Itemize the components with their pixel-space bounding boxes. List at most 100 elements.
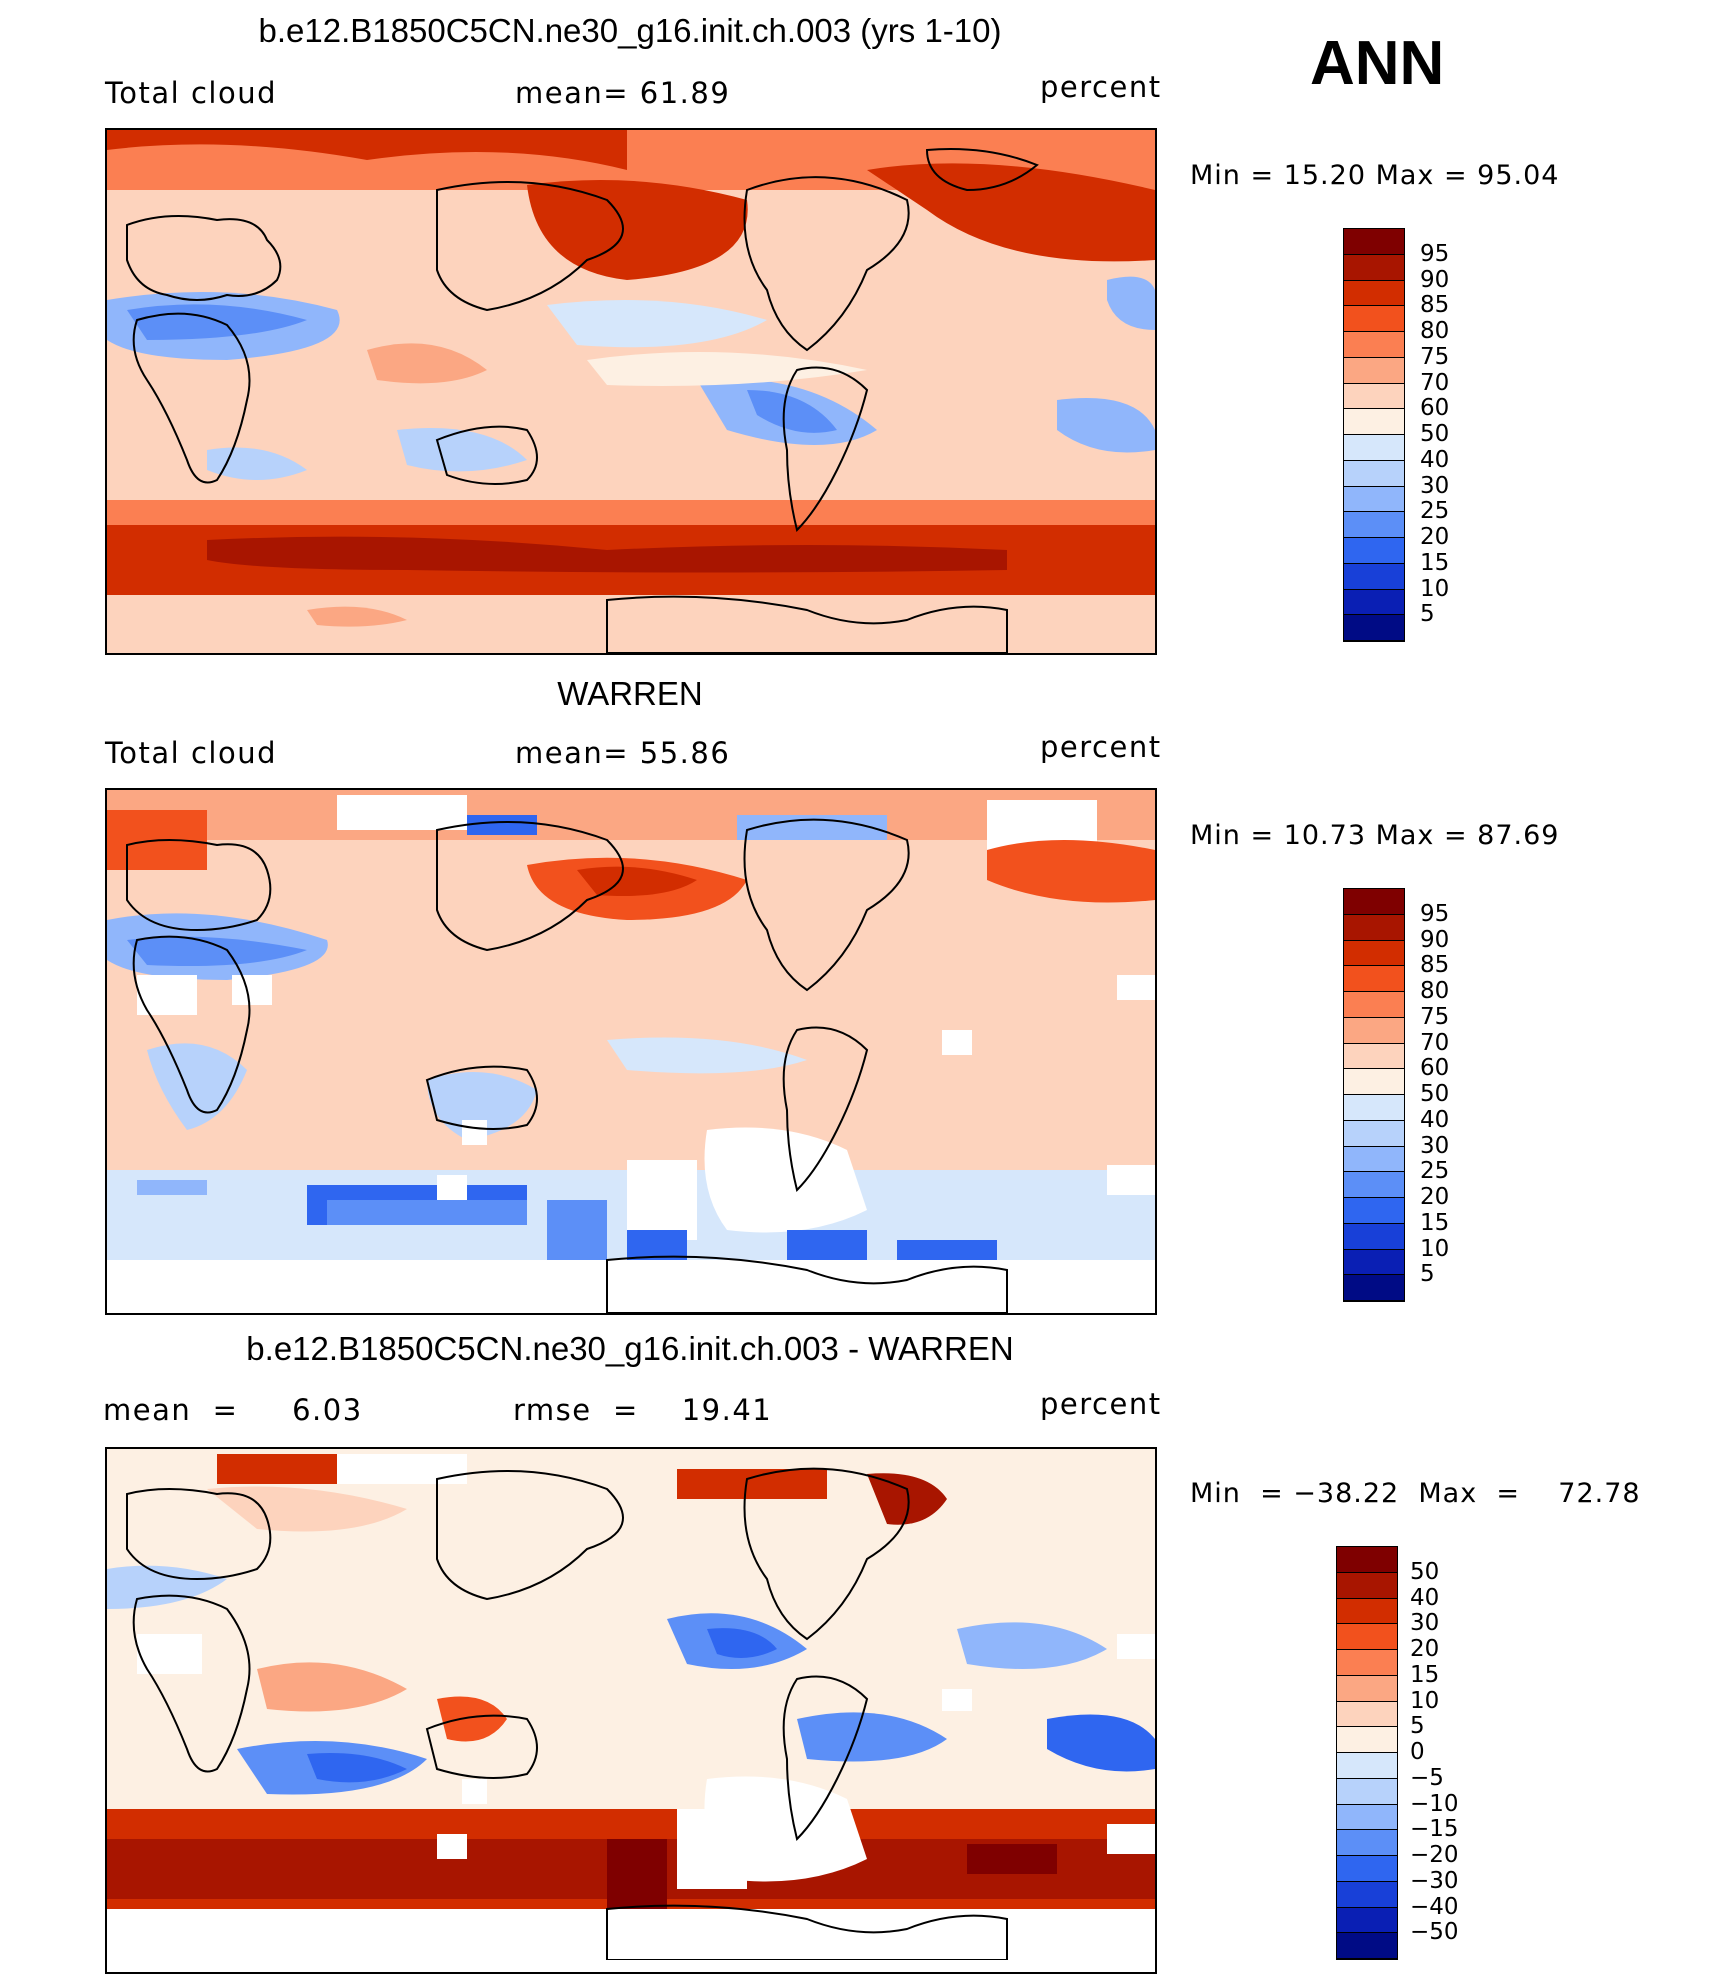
colorbar-swatch bbox=[1337, 1624, 1397, 1650]
colorbar-swatch bbox=[1344, 589, 1404, 616]
colorbar-swatch bbox=[1337, 1856, 1397, 1882]
panel-diff-mean-label: mean = 6.03 bbox=[103, 1393, 363, 1427]
colorbar-tick-label: −5 bbox=[1410, 1764, 1444, 1791]
colorbar-tick-label: 15 bbox=[1410, 1661, 1440, 1688]
colorbar-tick-label: −10 bbox=[1410, 1790, 1459, 1817]
colorbar-swatch bbox=[1344, 460, 1404, 487]
colorbar-tick-label: 80 bbox=[1420, 978, 1450, 1004]
colorbar-tick-label: 85 bbox=[1420, 952, 1450, 979]
colorbar-tick-label: 95 bbox=[1420, 900, 1450, 927]
colorbar-swatch bbox=[1344, 486, 1404, 513]
colorbar-tick-label: −50 bbox=[1410, 1919, 1459, 1946]
colorbar-swatch bbox=[1337, 1675, 1397, 1702]
colorbar-swatch bbox=[1344, 512, 1404, 538]
colorbar-tick-label: 75 bbox=[1420, 1003, 1450, 1030]
colorbar-tick-label: 40 bbox=[1410, 1584, 1440, 1611]
colorbar-tick-label: 15 bbox=[1420, 1209, 1450, 1236]
panel-obs-unit-label: percent bbox=[1040, 730, 1162, 764]
panel-model-variable-label: Total cloud bbox=[105, 76, 277, 110]
panel-model-title: b.e12.B1850C5CN.ne30_g16.init.ch.003 (yr… bbox=[258, 12, 1002, 49]
colorbar-tick-label: 10 bbox=[1420, 1235, 1450, 1262]
colorbar-swatch bbox=[1337, 1650, 1397, 1676]
season-label: ANN bbox=[1310, 29, 1445, 98]
colorbar-swatch bbox=[1344, 409, 1404, 435]
panel-model-colorbar bbox=[1343, 228, 1405, 642]
colorbar-swatch bbox=[1344, 1095, 1404, 1121]
colorbar-tick-label: 85 bbox=[1420, 292, 1450, 319]
colorbar-tick-label: 25 bbox=[1420, 1158, 1450, 1185]
colorbar-swatch bbox=[1344, 1275, 1404, 1301]
colorbar-swatch bbox=[1344, 1223, 1404, 1250]
colorbar-swatch bbox=[1344, 357, 1404, 384]
colorbar-swatch bbox=[1337, 1547, 1397, 1573]
colorbar-swatch bbox=[1344, 1069, 1404, 1095]
colorbar-tick-label: 95 bbox=[1420, 240, 1450, 267]
panel-model-colorbar-labels: 95 90 85 80 75 70 60 50 40 30 25 20 15 10 5 bbox=[1420, 228, 1500, 642]
colorbar-tick-label: 30 bbox=[1420, 472, 1450, 499]
colorbar-swatch bbox=[1344, 254, 1404, 281]
colorbar-swatch bbox=[1344, 889, 1404, 915]
colorbar-swatch bbox=[1344, 1043, 1404, 1070]
colorbar-tick-label: 5 bbox=[1420, 1261, 1435, 1288]
panel-diff-colorbar bbox=[1336, 1546, 1398, 1960]
panel-obs-colorbar bbox=[1343, 888, 1405, 1302]
panel-model-unit-label: percent bbox=[1040, 70, 1162, 104]
colorbar-tick-label: 70 bbox=[1420, 369, 1450, 396]
colorbar-swatch bbox=[1344, 940, 1404, 967]
colorbar-tick-label: 60 bbox=[1420, 395, 1450, 422]
panel-model-minmax: Min = 15.20 Max = 95.04 bbox=[1190, 160, 1560, 191]
colorbar-swatch bbox=[1337, 1598, 1397, 1625]
colorbar-swatch bbox=[1344, 1198, 1404, 1224]
colorbar-tick-label: 10 bbox=[1420, 575, 1450, 602]
colorbar-swatch bbox=[1344, 914, 1404, 941]
colorbar-tick-label: 20 bbox=[1420, 524, 1450, 550]
colorbar-tick-label: 5 bbox=[1410, 1713, 1425, 1740]
colorbar-swatch bbox=[1337, 1881, 1397, 1908]
panel-diff-title: b.e12.B1850C5CN.ne30_g16.init.ch.003 - W… bbox=[246, 1330, 1014, 1367]
colorbar-tick-label: 30 bbox=[1420, 1132, 1450, 1159]
panel-obs-mean-label: mean= 55.86 bbox=[515, 736, 731, 770]
colorbar-tick-label: 40 bbox=[1420, 446, 1450, 473]
colorbar-swatch bbox=[1344, 966, 1404, 992]
colorbar-swatch bbox=[1337, 1830, 1397, 1856]
panel-diff-colorbar-labels: 50 40 30 20 15 10 5 0 −5 −10 −15 −20 −30 −40 −50 bbox=[1410, 1546, 1500, 1960]
colorbar-swatch bbox=[1344, 1146, 1404, 1173]
colorbar-swatch bbox=[1344, 1249, 1404, 1276]
panel-model-map bbox=[105, 128, 1157, 655]
colorbar-swatch bbox=[1344, 1172, 1404, 1198]
colorbar-tick-label: 50 bbox=[1420, 1081, 1450, 1107]
colorbar-tick-label: 60 bbox=[1420, 1055, 1450, 1082]
colorbar-tick-label: 30 bbox=[1410, 1610, 1440, 1637]
colorbar-swatch bbox=[1344, 563, 1404, 590]
colorbar-tick-label: 75 bbox=[1420, 343, 1450, 370]
panel-obs-map bbox=[105, 788, 1157, 1315]
panel-obs-minmax: Min = 10.73 Max = 87.69 bbox=[1190, 820, 1560, 851]
colorbar-tick-label: 20 bbox=[1420, 1184, 1450, 1210]
panel-diff-minmax: Min = −38.22 Max = 72.78 bbox=[1190, 1478, 1641, 1509]
colorbar-tick-label: 70 bbox=[1420, 1029, 1450, 1056]
panel-obs-title: WARREN bbox=[557, 675, 703, 712]
colorbar-tick-label: 50 bbox=[1410, 1558, 1440, 1585]
colorbar-swatch bbox=[1344, 332, 1404, 358]
colorbar-swatch bbox=[1337, 1907, 1397, 1934]
colorbar-swatch bbox=[1344, 306, 1404, 332]
panel-diff-map bbox=[105, 1447, 1157, 1974]
colorbar-tick-label: −15 bbox=[1410, 1816, 1459, 1843]
colorbar-tick-label: −30 bbox=[1410, 1867, 1459, 1894]
panel-obs-variable-label: Total cloud bbox=[105, 736, 277, 770]
colorbar-swatch bbox=[1344, 1017, 1404, 1044]
colorbar-swatch bbox=[1344, 383, 1404, 410]
colorbar-swatch bbox=[1344, 229, 1404, 255]
colorbar-swatch bbox=[1337, 1727, 1397, 1753]
colorbar-tick-label: 40 bbox=[1420, 1106, 1450, 1133]
colorbar-tick-label: 5 bbox=[1420, 601, 1435, 628]
colorbar-swatch bbox=[1337, 1933, 1397, 1959]
colorbar-tick-label: 90 bbox=[1420, 266, 1450, 293]
colorbar-tick-label: 80 bbox=[1420, 318, 1450, 344]
colorbar-swatch bbox=[1344, 280, 1404, 307]
panel-diff-unit-label: percent bbox=[1040, 1387, 1162, 1421]
colorbar-tick-label: 0 bbox=[1410, 1739, 1425, 1765]
colorbar-swatch bbox=[1337, 1572, 1397, 1599]
colorbar-tick-label: 20 bbox=[1410, 1636, 1440, 1662]
panel-model-mean-label: mean= 61.89 bbox=[515, 76, 731, 110]
